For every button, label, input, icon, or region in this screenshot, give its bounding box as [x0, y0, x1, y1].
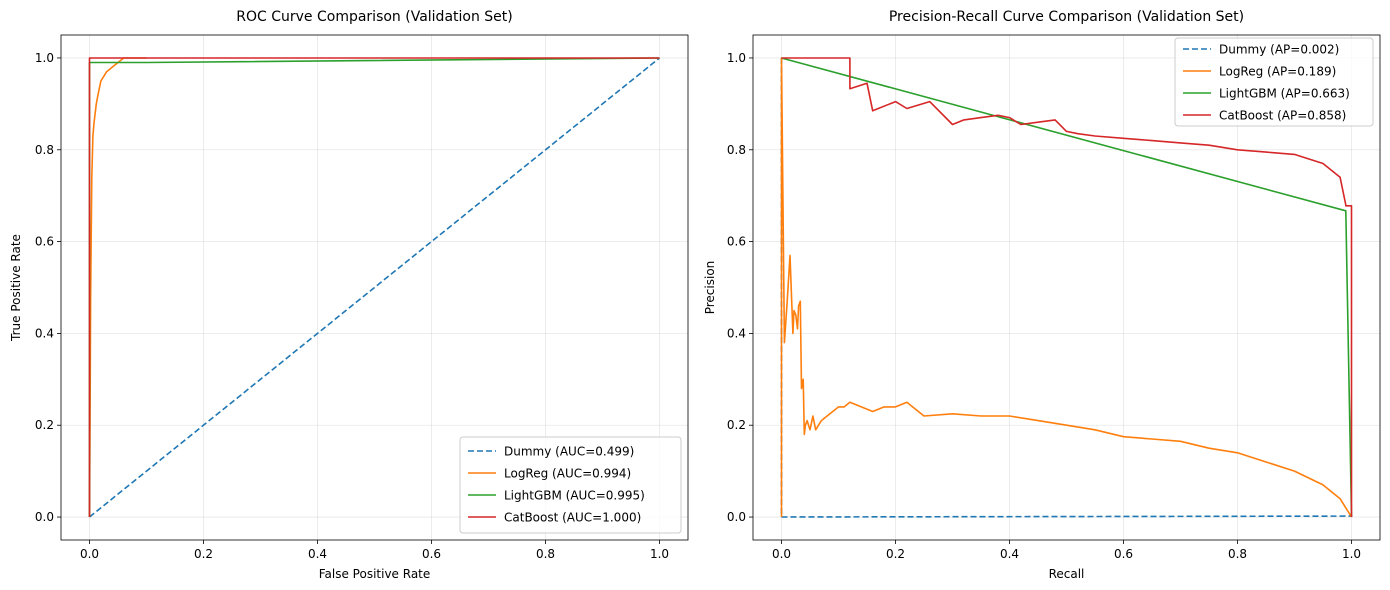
pr-legend-box: [1174, 37, 1374, 127]
roc-y-tick-label: 0.2: [35, 418, 54, 432]
roc-series-line-0: [88, 57, 661, 518]
roc-x-axis-label: False Positive Rate: [319, 567, 431, 581]
roc-x-tick-label: 0.6: [422, 547, 441, 561]
roc-legend-box: [459, 436, 682, 534]
roc-series-line-3: [88, 57, 660, 517]
pr-y-tick-label: 0.4: [727, 326, 746, 340]
roc-x-tick-label: 1.0: [650, 547, 669, 561]
pr-series: [780, 57, 1353, 518]
roc-x-tick-label: 0.4: [308, 547, 327, 561]
pr-x-tick-label: 1.0: [1342, 547, 1361, 561]
pr-y-ticks: 0.0 0.2 0.4 0.6 0.8 1.0: [727, 51, 753, 524]
pr-x-tick-label: 0.6: [1114, 547, 1133, 561]
pr-series-line-1: [780, 57, 1353, 518]
roc-y-tick-label: 0.8: [35, 143, 54, 157]
pr-x-tick-label: 0.4: [1000, 547, 1019, 561]
roc-legend-label: CatBoost (AUC=1.000): [504, 511, 641, 525]
roc-y-tick-label: 0.0: [35, 510, 54, 524]
pr-series-line-0: [780, 58, 1353, 518]
pr-chart: Precision-Recall Curve Comparison (Valid…: [703, 9, 1381, 581]
roc-x-tick-label: 0.8: [536, 547, 555, 561]
roc-legend-label: LightGBM (AUC=0.995): [504, 489, 645, 503]
pr-y-tick-label: 0.0: [727, 510, 746, 524]
roc-x-ticks: 0.0 0.2 0.4 0.6 0.8 1.0: [80, 540, 669, 561]
pr-y-axis-label: Precision: [703, 261, 717, 315]
pr-y-tick-label: 0.8: [727, 143, 746, 157]
roc-legend: Dummy (AUC=0.499) LogReg (AUC=0.994) Light…: [459, 436, 682, 534]
roc-y-tick-label: 0.6: [35, 235, 54, 249]
pr-x-tick-label: 0.2: [886, 547, 905, 561]
roc-y-tick-label: 0.4: [35, 326, 54, 340]
roc-legend-label: LogReg (AUC=0.994): [504, 467, 631, 481]
pr-y-tick-label: 0.2: [727, 418, 746, 432]
roc-series: [88, 57, 661, 518]
pr-x-axis-label: Recall: [1049, 567, 1085, 581]
pr-legend-label: LogReg (AP=0.189): [1219, 65, 1336, 79]
pr-legend-label: Dummy (AP=0.002): [1219, 43, 1339, 57]
roc-chart: ROC Curve Comparison (Validation Set) 0.…: [9, 9, 689, 581]
pr-y-tick-label: 1.0: [727, 51, 746, 65]
roc-y-ticks: 0.0 0.2 0.4 0.6 0.8 1.0: [35, 51, 61, 524]
roc-x-tick-label: 0.0: [80, 547, 99, 561]
pr-series-line-3: [781, 57, 1353, 517]
roc-y-axis-label: True Positive Rate: [9, 234, 23, 342]
roc-chart-title: ROC Curve Comparison (Validation Set): [236, 9, 513, 25]
pr-y-tick-label: 0.6: [727, 235, 746, 249]
pr-legend: Dummy (AP=0.002) LogReg (AP=0.189) LightGB…: [1174, 37, 1374, 127]
pr-legend-label: LightGBM (AP=0.663): [1219, 87, 1350, 101]
pr-x-ticks: 0.0 0.2 0.4 0.6 0.8 1.0: [772, 540, 1361, 561]
roc-y-tick-label: 1.0: [35, 51, 54, 65]
pr-axes-frame: [752, 34, 1381, 541]
pr-series-line-2: [781, 57, 1353, 517]
pr-x-tick-label: 0.0: [772, 547, 791, 561]
pr-legend-label: CatBoost (AP=0.858): [1219, 109, 1346, 123]
roc-axes-frame: [60, 34, 689, 541]
roc-legend-label: Dummy (AUC=0.499): [504, 445, 634, 459]
roc-series-line-1: [88, 57, 147, 518]
roc-x-tick-label: 0.2: [194, 547, 213, 561]
pr-x-tick-label: 0.8: [1228, 547, 1247, 561]
pr-chart-title: Precision-Recall Curve Comparison (Valid…: [889, 9, 1244, 25]
